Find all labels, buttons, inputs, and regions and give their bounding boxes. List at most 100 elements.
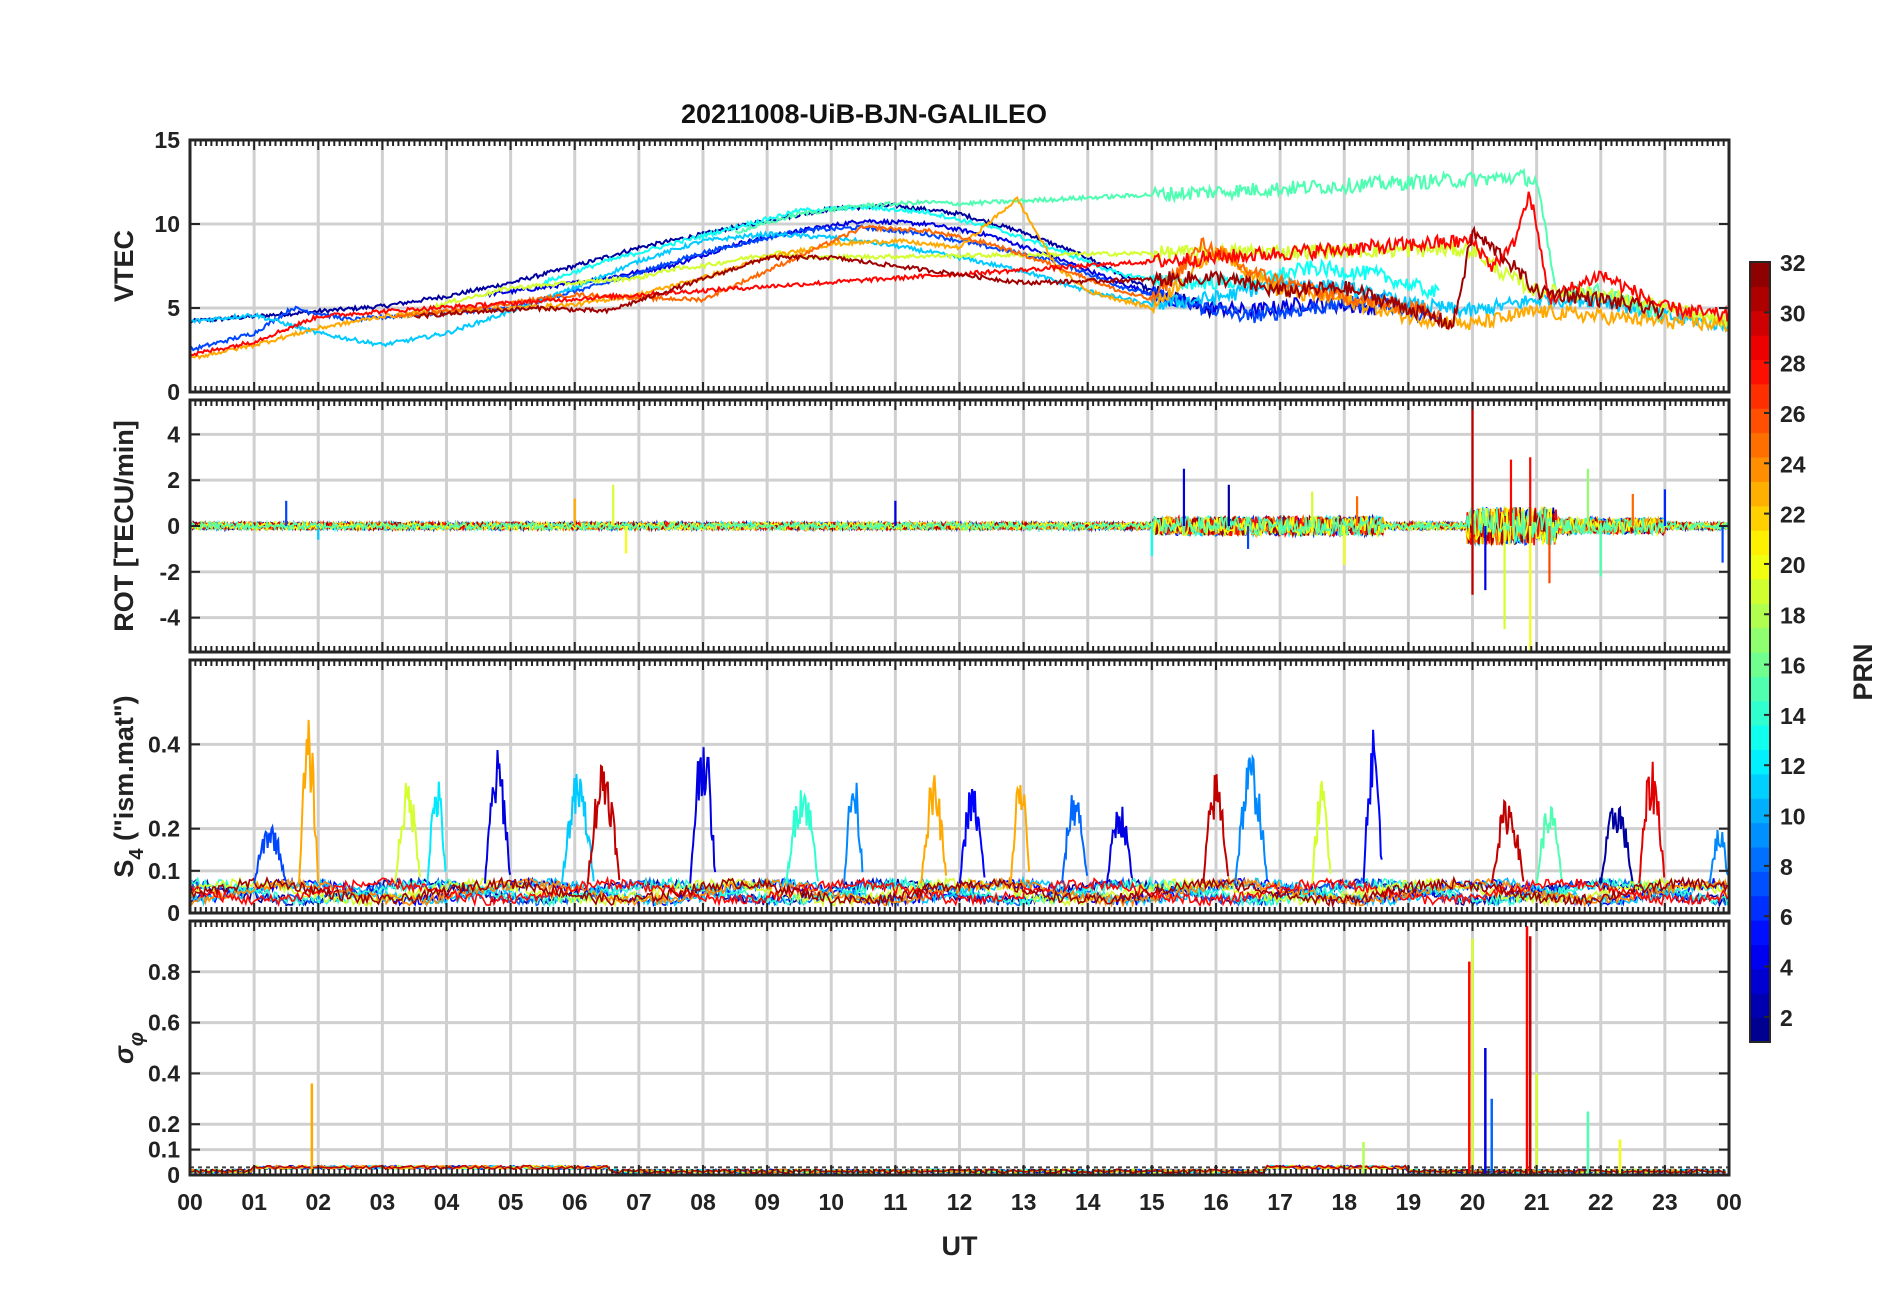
x-tick-label: 03 bbox=[370, 1189, 396, 1215]
s4-burst-prn-23 bbox=[298, 719, 320, 884]
y-tick-label: 0.4 bbox=[148, 731, 180, 757]
colorbar-segment bbox=[1750, 603, 1770, 629]
colorbar-tick-label: 6 bbox=[1780, 904, 1793, 930]
s4-burst-prn-19 bbox=[1311, 780, 1332, 884]
y-tick-label: 15 bbox=[154, 127, 180, 153]
y-tick-label: 0.6 bbox=[148, 1010, 180, 1036]
colorbar-segment bbox=[1750, 383, 1770, 409]
colorbar-segment bbox=[1750, 530, 1770, 555]
colorbar-segment bbox=[1750, 920, 1770, 945]
colorbar-segment bbox=[1750, 578, 1770, 604]
colorbar-segment bbox=[1750, 457, 1770, 482]
s4-burst-prn-23 bbox=[920, 775, 947, 884]
x-axis-label: UT bbox=[942, 1231, 978, 1261]
colorbar-tick-label: 24 bbox=[1780, 451, 1806, 477]
y-axis-label: VTEC bbox=[109, 230, 139, 302]
s4-burst-prn-4 bbox=[689, 747, 717, 884]
colorbar-segment bbox=[1750, 749, 1770, 775]
panel-sigma_phi: 00.10.2 0.4 0.6 0.8 σφ 00 01 02 03 04 05 06 07 08 09 10… bbox=[109, 919, 1742, 1261]
colorbar-tick-label: 14 bbox=[1780, 703, 1806, 729]
x-tick-label: 12 bbox=[947, 1189, 973, 1215]
y-tick-label: 0.8 bbox=[148, 959, 180, 985]
s4-baseline-prn-31 bbox=[190, 875, 1728, 909]
colorbar-segment bbox=[1750, 700, 1770, 726]
colorbar-segment bbox=[1750, 408, 1770, 434]
s4-burst-prn-5 bbox=[1362, 729, 1383, 884]
s4-burst-prn-12 bbox=[426, 781, 447, 884]
y-tick-label: 0 bbox=[167, 513, 180, 539]
x-tick-label: 23 bbox=[1652, 1189, 1678, 1215]
plot-area bbox=[190, 926, 1727, 1175]
colorbar-tick-label: 8 bbox=[1780, 854, 1793, 880]
y-axis-label: S4 ("ism.mat") bbox=[109, 695, 148, 877]
vtec-series-prn-2 bbox=[190, 202, 1216, 324]
s4-burst-prn-9 bbox=[1708, 830, 1729, 884]
y-tick-label: 0.4 bbox=[148, 1060, 180, 1086]
s4-baseline-prn-28 bbox=[190, 875, 1728, 908]
colorbar-tick-label: 4 bbox=[1780, 955, 1793, 981]
y-tick-label: 0 bbox=[167, 900, 180, 926]
colorbar-tick-label: 18 bbox=[1780, 602, 1806, 628]
panel-S4: 0 0.1 0.2 0.4S4 ("ism.mat") bbox=[109, 658, 1731, 926]
colorbar-tick-label: 32 bbox=[1780, 250, 1806, 276]
x-tick-label: 20 bbox=[1460, 1189, 1486, 1215]
colorbar-tick-label: 26 bbox=[1780, 401, 1806, 427]
colorbar-segment bbox=[1750, 798, 1770, 824]
s4-burst-prn-23 bbox=[1009, 785, 1031, 884]
s4-burst-prn-4 bbox=[1106, 806, 1133, 884]
y-tick-label: 0.1 bbox=[148, 1137, 180, 1163]
chart-title: 20211008-UiB-BJN-GALILEO bbox=[681, 99, 1047, 129]
x-tick-label: 01 bbox=[241, 1189, 267, 1215]
x-tick-label: 22 bbox=[1588, 1189, 1614, 1215]
colorbar-tick-label: 28 bbox=[1780, 351, 1806, 377]
x-tick-label: 19 bbox=[1396, 1189, 1422, 1215]
y-tick-label: -2 bbox=[160, 559, 180, 585]
y-tick-label: 2 bbox=[167, 467, 180, 493]
y-tick-label: 0.2 bbox=[148, 1111, 180, 1137]
x-tick-label: 13 bbox=[1011, 1189, 1037, 1215]
colorbar-segment bbox=[1750, 627, 1770, 653]
x-tick-label: 07 bbox=[626, 1189, 652, 1215]
x-tick-label: 15 bbox=[1139, 1189, 1165, 1215]
colorbar-segment bbox=[1750, 822, 1770, 848]
s4-burst-prn-8 bbox=[1061, 795, 1089, 884]
plot-area bbox=[190, 400, 1729, 652]
x-tick-label: 10 bbox=[818, 1189, 844, 1215]
plot-area bbox=[190, 719, 1729, 909]
y-tick-label: 0 bbox=[167, 1162, 180, 1188]
colorbar-tick-label: 16 bbox=[1780, 653, 1806, 679]
y-tick-label: 5 bbox=[167, 295, 180, 321]
x-tick-label: 00 bbox=[177, 1189, 203, 1215]
vtec-series-prn-19 bbox=[400, 241, 1729, 329]
colorbar-segment bbox=[1750, 335, 1770, 360]
colorbar-segment bbox=[1750, 676, 1770, 702]
vtec-series-prn-25 bbox=[394, 223, 1440, 320]
colorbar-segment bbox=[1750, 481, 1770, 507]
x-tick-label: 17 bbox=[1267, 1189, 1293, 1215]
y-axis-label: σφ bbox=[109, 1032, 148, 1064]
y-tick-label: 0.2 bbox=[148, 816, 180, 842]
s4-burst-prn-19 bbox=[394, 782, 422, 884]
s4-burst-prn-2 bbox=[1599, 805, 1634, 884]
vtec-series-prn-13 bbox=[542, 203, 1440, 301]
s4-burst-prn-4 bbox=[484, 749, 511, 884]
colorbar-segment bbox=[1750, 847, 1770, 872]
colorbar-frame bbox=[1749, 261, 1771, 1043]
y-tick-label: -4 bbox=[160, 605, 181, 631]
y-tick-label: 4 bbox=[167, 421, 180, 447]
s4-burst-prn-29 bbox=[1638, 761, 1666, 884]
s4-burst-prn-9 bbox=[1234, 753, 1268, 884]
colorbar-segment bbox=[1750, 871, 1770, 897]
s4-burst-prn-11 bbox=[560, 773, 595, 884]
colorbar-tick-label: 2 bbox=[1780, 1005, 1793, 1031]
x-tick-label: 09 bbox=[754, 1189, 780, 1215]
panel-VTEC: 0 5 10 15 VTEC bbox=[109, 127, 1731, 405]
colorbar-segment bbox=[1750, 286, 1770, 312]
colorbar-segment bbox=[1750, 773, 1770, 799]
y-tick-label: 0.1 bbox=[148, 858, 180, 884]
colorbar-segment bbox=[1750, 895, 1770, 921]
x-tick-label: 14 bbox=[1075, 1189, 1101, 1215]
